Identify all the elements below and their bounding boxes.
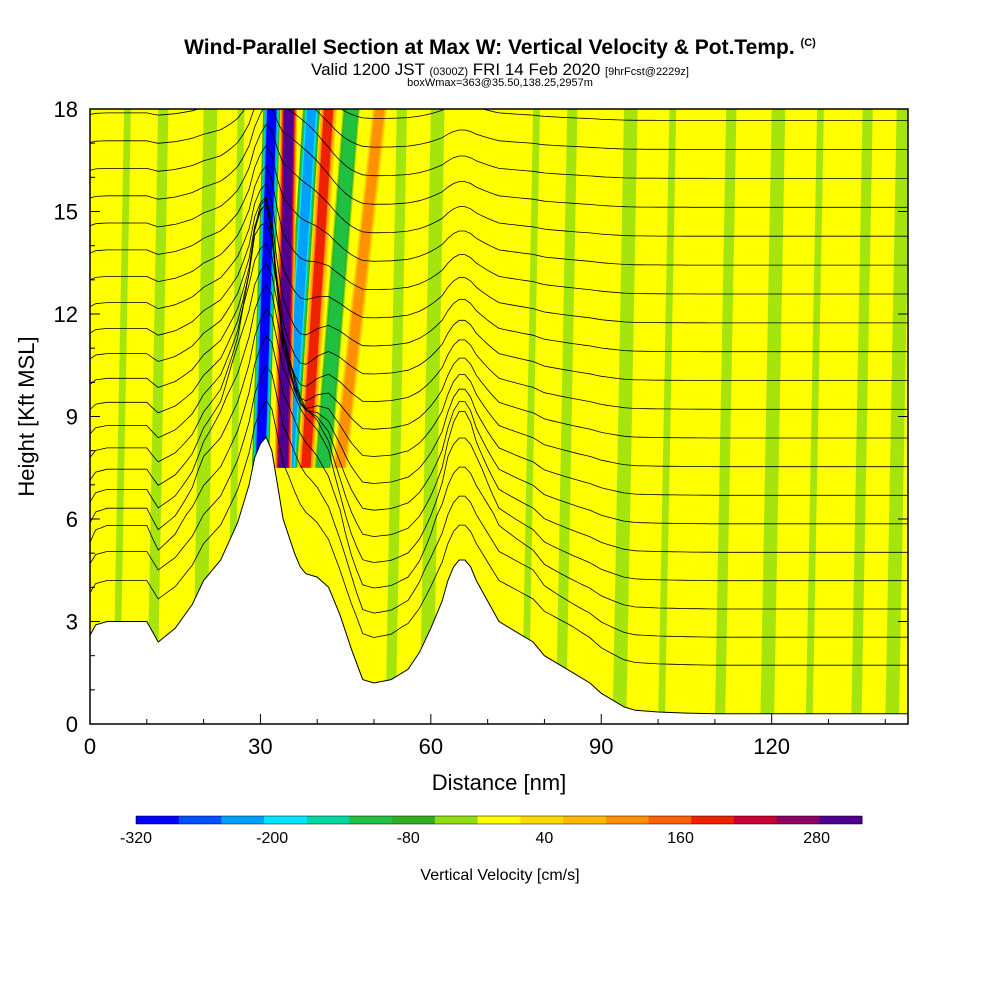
- theta-contour: [90, 123, 908, 237]
- colorbar-swatch: [477, 816, 521, 824]
- theta-contour: [90, 198, 908, 439]
- y-tick-label: 6: [66, 507, 78, 532]
- colorbar-swatch: [306, 816, 351, 824]
- x-tick-label: 0: [84, 734, 96, 759]
- colorbar: -320 -200 -80 40 160 280 Vertical Velocity [cm…: [120, 815, 863, 884]
- weak-downdraft-band: [851, 109, 873, 724]
- colorbar-tick-label: 160: [667, 830, 694, 847]
- weak-downdraft-band: [714, 109, 737, 724]
- theta-contour: [90, 109, 908, 150]
- updraft-column: [301, 109, 334, 468]
- theta-contour: [90, 196, 908, 353]
- theta-contour: [90, 335, 908, 610]
- x-tick-label: 30: [248, 734, 272, 759]
- weak-downdraft-band: [112, 109, 131, 724]
- colorbar-swatch: [819, 816, 863, 824]
- chart-subtitle-box: boxWmax=363@35.50,138.25,2957m: [407, 77, 593, 89]
- theta-contour: [90, 109, 908, 121]
- theta-contour: [90, 109, 908, 179]
- colorbar-swatch: [136, 816, 180, 824]
- weak-downdraft-band: [885, 109, 908, 724]
- colorbar-label: Vertical Velocity [cm/s]: [420, 867, 579, 884]
- colorbar-tick-label: -320: [120, 830, 152, 847]
- colorbar-swatch: [776, 816, 820, 824]
- colorbar-swatch: [520, 816, 564, 824]
- x-tick-label: 90: [589, 734, 613, 759]
- colorbar-swatch: [563, 816, 607, 824]
- colorbar-swatch: [434, 816, 479, 824]
- weak-downdraft-band: [385, 109, 407, 724]
- x-axis-label: Distance [nm]: [432, 770, 567, 795]
- downdraft-column: [255, 109, 277, 468]
- weak-downdraft-band: [192, 109, 218, 724]
- theta-contour: [90, 203, 908, 381]
- updraft-column: [335, 109, 385, 468]
- colorbar-swatch: [733, 816, 778, 824]
- theta-contour: [90, 109, 908, 208]
- colorbar-swatch: [264, 816, 308, 824]
- theta-contour: [90, 365, 908, 638]
- colorbar-frame: [135, 815, 863, 825]
- colorbar-tick-label: 280: [803, 830, 830, 847]
- weak-downdraft-band: [146, 109, 169, 724]
- colorbar-tick-label: -80: [397, 830, 420, 847]
- y-tick-label: 15: [54, 200, 78, 225]
- colorbar-swatch: [392, 816, 436, 824]
- theta-contour: [90, 308, 908, 582]
- y-tick-label: 18: [54, 97, 78, 122]
- axes: 0 3 6 9 12 15 18 0 30 60 90 120 Distance [nm] Height …: [14, 97, 908, 795]
- colorbar-tick-label: -200: [256, 830, 288, 847]
- colorbar-swatch: [605, 816, 649, 824]
- theta-contour: [90, 263, 908, 525]
- updraft-column: [278, 109, 294, 468]
- theta-contour: [90, 221, 908, 468]
- colorbar-tick-label: 40: [535, 830, 553, 847]
- y-tick-label: 12: [54, 302, 78, 327]
- theta-contour: [90, 399, 908, 666]
- y-tick-label: 3: [66, 610, 78, 635]
- terrain: [90, 436, 908, 724]
- y-tick-label: 0: [66, 712, 78, 737]
- weak-downdraft-band: [805, 109, 824, 724]
- weak-downdraft-band: [521, 109, 540, 724]
- x-tick-label: 120: [753, 734, 790, 759]
- weak-downdraft-band: [612, 109, 638, 724]
- y-axis-label: Height [Kft MSL]: [14, 336, 39, 496]
- chart-title: Wind-Parallel Section at Max W: Vertical…: [184, 36, 816, 59]
- weak-downdraft-band: [419, 109, 445, 724]
- colorbar-swatch: [178, 816, 222, 824]
- theta-contour: [90, 144, 908, 266]
- theta-contour: [90, 165, 908, 295]
- downdraft-column: [318, 109, 356, 468]
- plot-area: [90, 109, 908, 724]
- weak-downdraft-band: [658, 109, 677, 724]
- theta-contour: [90, 202, 908, 410]
- y-tick-label: 9: [66, 405, 78, 430]
- colorbar-swatch: [221, 816, 265, 824]
- colorbar-swatch: [691, 816, 735, 824]
- colorbar-swatch: [349, 816, 393, 824]
- chart-subtitle: Valid 1200 JST (0300Z) FRI 14 Feb 2020 […: [311, 60, 689, 79]
- theta-contour: [90, 242, 908, 496]
- weak-downdraft-band: [760, 109, 786, 724]
- colorbar-swatch: [648, 816, 692, 824]
- theta-contour: [90, 183, 908, 324]
- theta-contour: [90, 284, 908, 553]
- weak-downdraft-band: [555, 109, 578, 724]
- x-tick-label: 60: [419, 734, 443, 759]
